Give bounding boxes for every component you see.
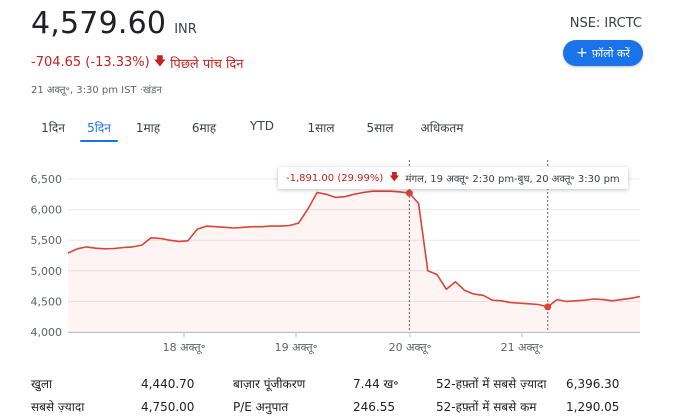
stat-value: 4,750.00 (141, 399, 195, 414)
chart-tooltip: -1,891.00 (29.99%) 🡇 मंगल, 19 अक्तू॰ 2:3… (278, 167, 628, 189)
stats-row: खुला 4,440.70 बाज़ार पूंजीकरण 7.44 ख॰ 52… (31, 372, 643, 395)
change-value: -704.65 (-13.33%) (31, 55, 150, 70)
plus-icon: + (576, 45, 588, 61)
stat-value: 4,440.70 (141, 376, 195, 391)
stat-value: 7.44 ख॰ (353, 377, 399, 391)
change-period: पिछले पांच दिन (170, 56, 244, 72)
x-tick-label: 19 अक्तू॰ (275, 341, 318, 355)
stat-label: बाज़ार पूंजीकरण (233, 377, 306, 391)
stat-label: 52-हफ़्तों में सबसे कम (436, 400, 537, 414)
y-tick-label: 5,500 (31, 234, 63, 247)
y-tick-label: 4,500 (31, 295, 63, 308)
y-tick-label: 6,000 (31, 204, 63, 217)
stat-label: खुला (31, 377, 53, 391)
tab-5y[interactable]: 5साल (366, 121, 394, 135)
stats-table: खुला 4,440.70 बाज़ार पूंजीकरण 7.44 ख॰ 52… (31, 372, 643, 418)
tooltip-range: मंगल, 19 अक्तू॰ 2:30 pm-बुध, 20 अक्तू॰ 3… (405, 174, 620, 185)
price-row: 4,579.60 INR (31, 6, 197, 41)
x-tick-label: 21 अक्तू॰ (501, 341, 544, 355)
y-tick-label: 4,000 (31, 326, 63, 339)
stat-label: 52-हफ़्तों में सबसे ज़्यादा (436, 377, 547, 391)
stat-label: सबसे ज़्यादा (31, 400, 85, 414)
stat-value: 246.55 (353, 399, 395, 414)
y-tick-label: 5,000 (31, 265, 63, 278)
tab-6m[interactable]: 6माह (191, 121, 217, 135)
stat-value: 6,396.30 (566, 376, 620, 391)
stat-label: P/E अनुपात (233, 400, 289, 414)
range-tabs: 1दिन 5दिन 1माह 6माह YTD 1साल 5साल अधिकतम (28, 117, 474, 142)
follow-button-label: फ़ॉलो करें (591, 46, 630, 60)
tab-ytd[interactable]: YTD (250, 119, 274, 133)
selection-point (405, 189, 413, 197)
tab-5d[interactable]: 5दिन (78, 117, 120, 142)
tooltip-change: -1,891.00 (29.99%) (286, 172, 384, 184)
tab-1d[interactable]: 1दिन (41, 121, 65, 135)
selection-point (544, 303, 552, 311)
current-price: 4,579.60 (31, 6, 167, 41)
x-tick-label: 18 अक्तू॰ (163, 341, 206, 355)
follow-button[interactable]: + फ़ॉलो करें (563, 40, 643, 66)
price-chart[interactable]: 6,500 6,000 5,500 5,000 4,500 4,000 18 अक्तू॰ 1… (0, 160, 700, 360)
arrow-down-icon: 🡇 (389, 171, 400, 183)
quote-timestamp: 21 अक्तू॰, 3:30 pm IST ·खंडन (31, 85, 162, 96)
stat-value: 1,290.05 (566, 399, 620, 414)
arrow-down-icon: 🡇 (153, 54, 167, 68)
currency-label: INR (174, 22, 197, 37)
y-tick-label: 6,500 (31, 173, 63, 186)
series-area (68, 191, 640, 332)
ticker-symbol: NSE: IRCTC (569, 16, 642, 31)
tab-max[interactable]: अधिकतम (420, 121, 464, 135)
stats-row: सबसे ज़्यादा 4,750.00 P/E अनुपात 246.55 … (31, 395, 643, 418)
price-change: -704.65 (-13.33%) 🡇 पिछले पांच दिन (31, 52, 244, 73)
tab-1y[interactable]: 1साल (307, 121, 335, 135)
tab-1m[interactable]: 1माह (135, 121, 161, 135)
x-tick-label: 20 अक्तू॰ (389, 341, 432, 355)
